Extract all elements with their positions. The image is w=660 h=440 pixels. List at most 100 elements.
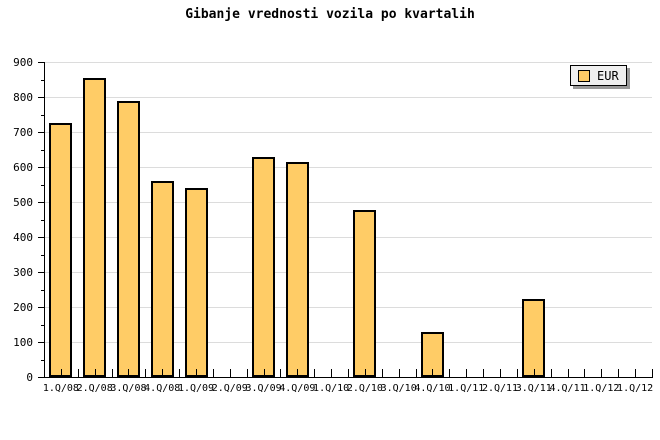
- x-tick-label-2: 3.Q/08: [110, 383, 147, 394]
- chart-title: Gibanje vrednosti vozila po kvartalih: [185, 7, 475, 22]
- x-tick-12: [246, 369, 248, 377]
- y-minor-tick-50: [41, 359, 44, 361]
- gridline-100: [44, 342, 652, 343]
- x-tick-33: [601, 369, 603, 377]
- x-tick-20: [381, 369, 383, 377]
- plot-area: [44, 62, 652, 377]
- x-tick-label-3: 4.Q/08: [144, 383, 181, 394]
- gridline-200: [44, 307, 652, 308]
- y-tick-400: [38, 237, 44, 238]
- x-tick-32: [584, 369, 586, 377]
- x-tick-label-9: 2.Q/10: [346, 383, 383, 394]
- x-tick-34: [618, 369, 620, 377]
- y-tick-label-600: 600: [13, 161, 33, 174]
- y-minor-tick-350: [41, 254, 44, 256]
- legend-swatch-eur: [578, 69, 590, 82]
- x-tick-28: [516, 369, 518, 377]
- bar-3.Q/09: [252, 156, 276, 377]
- x-tick-label-13: 2.Q/11: [481, 383, 519, 394]
- y-tick-200: [38, 307, 44, 308]
- bar-2.Q/08: [83, 77, 107, 377]
- x-tick-label-7: 4.Q/09: [279, 383, 316, 394]
- x-tick-18: [348, 369, 349, 377]
- y-minor-tick-250: [41, 289, 44, 291]
- x-tick-3: [94, 369, 96, 377]
- gridline-800: [44, 97, 652, 98]
- bar-4.Q/08: [150, 181, 174, 377]
- x-tick-27: [500, 369, 501, 377]
- x-tick-label-0: 1.Q/08: [42, 383, 79, 394]
- bar-3.Q/11: [522, 298, 546, 377]
- x-tick-25: [466, 369, 468, 377]
- y-tick-500: [38, 202, 44, 203]
- bar-1.Q/08: [49, 123, 73, 377]
- x-tick-15: [297, 369, 299, 377]
- x-tick-35: [635, 369, 637, 377]
- bar-3.Q/08: [116, 100, 140, 377]
- x-tick-label-16: 1.Q/12: [583, 383, 620, 394]
- legend-label: EUR: [597, 68, 619, 83]
- x-tick-31: [567, 369, 569, 377]
- x-tick-label-4: 1.Q/09: [177, 383, 215, 394]
- y-tick-label-800: 800: [13, 91, 33, 104]
- x-tick-label-6: 3.Q/09: [245, 383, 282, 394]
- y-tick-0: [38, 377, 44, 378]
- x-tick-36: [652, 369, 653, 377]
- bar-4.Q/09: [285, 161, 309, 377]
- y-minor-tick-650: [41, 149, 44, 151]
- x-tick-label-5: 2.Q/09: [211, 383, 248, 394]
- x-tick-label-11: 4.Q/10: [414, 383, 451, 394]
- y-tick-700: [38, 132, 44, 133]
- x-tick-7: [162, 369, 164, 377]
- legend: EUR: [570, 65, 627, 86]
- x-tick-label-14: 3.Q/11: [515, 383, 552, 394]
- y-tick-600: [38, 167, 44, 168]
- x-tick-22: [415, 369, 417, 377]
- x-tick-9: [196, 369, 197, 377]
- y-tick-300: [38, 272, 44, 273]
- gridline-500: [44, 202, 652, 203]
- y-minor-tick-750: [41, 114, 44, 116]
- x-tick-1: [60, 369, 62, 377]
- bar-1.Q/09: [184, 188, 208, 377]
- x-tick-2: [77, 369, 79, 377]
- x-tick-label-10: 3.Q/10: [380, 383, 417, 394]
- y-tick-label-100: 100: [13, 336, 33, 349]
- y-minor-tick-550: [41, 184, 44, 186]
- x-tick-6: [145, 369, 147, 377]
- gridline-600: [44, 167, 652, 168]
- x-tick-16: [314, 369, 316, 377]
- x-tick-label-1: 2.Q/08: [76, 383, 113, 394]
- y-tick-label-700: 700: [13, 126, 33, 139]
- y-minor-tick-150: [41, 324, 44, 326]
- y-tick-900: [38, 62, 44, 63]
- y-tick-label-500: 500: [13, 196, 33, 209]
- x-tick-10: [212, 369, 214, 377]
- x-tick-label-15: 4.Q/11: [549, 383, 586, 394]
- y-axis-line: [44, 62, 45, 378]
- y-minor-tick-850: [41, 79, 44, 81]
- y-tick-100: [38, 342, 44, 343]
- x-tick-11: [229, 369, 231, 377]
- gridline-700: [44, 132, 652, 133]
- x-axis-line: [44, 377, 653, 378]
- y-tick-label-900: 900: [13, 56, 33, 69]
- x-tick-23: [432, 369, 434, 377]
- y-tick-label-200: 200: [13, 301, 33, 314]
- y-minor-tick-450: [41, 219, 44, 221]
- x-tick-4: [111, 369, 113, 377]
- x-tick-30: [550, 369, 552, 377]
- gridline-300: [44, 272, 652, 273]
- x-tick-label-8: 1.Q/10: [313, 383, 350, 394]
- y-tick-label-400: 400: [13, 231, 33, 244]
- x-tick-8: [179, 369, 181, 377]
- x-tick-13: [263, 369, 265, 377]
- x-tick-29: [533, 369, 535, 377]
- x-tick-label-17: 1.Q/12: [617, 383, 654, 394]
- gridline-900: [44, 62, 652, 63]
- y-tick-label-300: 300: [13, 266, 33, 279]
- x-tick-label-12: 1.Q/11: [448, 383, 485, 394]
- y-tick-label-0: 0: [26, 371, 33, 384]
- x-tick-17: [331, 369, 333, 377]
